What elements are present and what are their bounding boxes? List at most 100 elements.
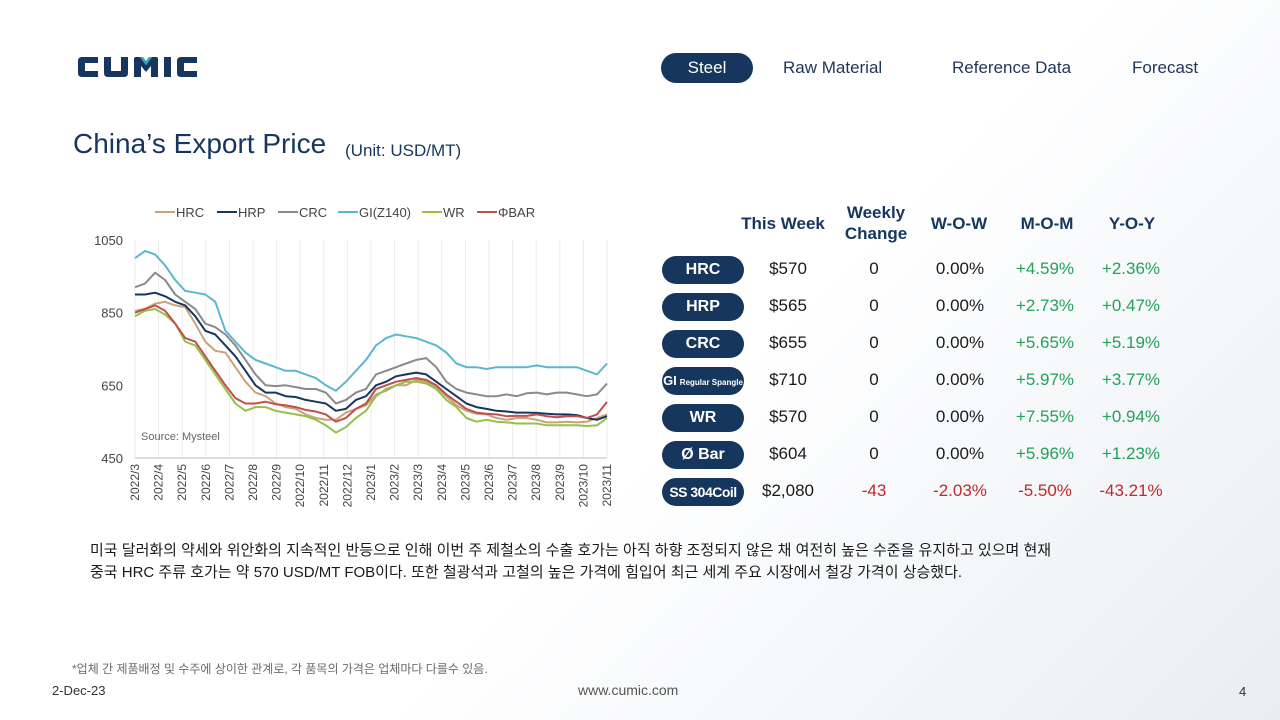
x-tick-label: 2022/3 xyxy=(128,464,142,501)
product-label: SS 304Coil xyxy=(662,478,744,506)
header-weekly-change-line2: Change xyxy=(844,224,908,243)
x-tick-label: 2023/1 xyxy=(364,464,378,501)
product-label: GI Regular Spangle xyxy=(662,367,744,395)
cell-wow: 0.00% xyxy=(935,370,985,389)
nav-tab-steel[interactable]: Steel xyxy=(661,53,753,83)
legend-label: ΦBAR xyxy=(498,205,535,220)
cell-mom: -5.50% xyxy=(1018,481,1072,500)
nav-tab-reference-data[interactable]: Reference Data xyxy=(952,58,1072,77)
cell-weekly-change: 0 xyxy=(869,444,879,463)
nav-tab-forecast[interactable]: Forecast xyxy=(1132,58,1199,77)
cell-price: $565 xyxy=(769,296,807,315)
header-mom: M-O-M xyxy=(1020,214,1074,233)
cell-mom: +5.65% xyxy=(1015,333,1075,352)
cell-wow: 0.00% xyxy=(935,333,985,352)
cell-weekly-change: 0 xyxy=(869,259,879,278)
x-tick-label: 2022/9 xyxy=(270,464,284,501)
cell-yoy: +0.94% xyxy=(1101,407,1161,426)
page-title: China’s Export Price xyxy=(73,128,327,159)
legend-label: GI(Z140) xyxy=(359,205,411,220)
cumic-logo[interactable] xyxy=(76,54,206,85)
cell-wow: 0.00% xyxy=(935,407,985,426)
cell-mom: +5.97% xyxy=(1015,370,1075,389)
series-line-wr xyxy=(134,308,608,434)
series-line-hrc xyxy=(134,300,608,424)
x-tick-label: 2023/2 xyxy=(388,464,402,501)
series-line--bar xyxy=(134,304,608,423)
product-name: Ø Bar xyxy=(681,446,725,463)
x-tick-label: 2022/8 xyxy=(246,464,260,501)
cell-wow: 0.00% xyxy=(935,296,985,315)
x-tick-label: 2023/6 xyxy=(482,464,496,501)
product-subtype: Regular Spangle xyxy=(679,378,743,387)
cell-yoy: +3.77% xyxy=(1101,370,1161,389)
market-commentary: 미국 달러화의 약세와 위안화의 지속적인 반등으로 인해 이번 주 제철소의 … xyxy=(90,540,1200,584)
product-name: CRC xyxy=(685,335,721,352)
x-tick-label: 2023/5 xyxy=(458,464,472,501)
x-tick-label: 2023/8 xyxy=(529,464,543,501)
cell-weekly-change: 0 xyxy=(869,407,879,426)
y-tick-label: 1050 xyxy=(94,233,123,248)
cell-yoy: +5.19% xyxy=(1101,333,1161,352)
cumic-logo-mark xyxy=(78,57,197,77)
cell-price: $710 xyxy=(769,370,807,389)
website-link[interactable]: www.cumic.com xyxy=(578,682,679,698)
x-tick-label: 2022/10 xyxy=(293,464,307,508)
cell-weekly-change: 0 xyxy=(869,370,879,389)
unit-label: (Unit: USD/MT) xyxy=(345,141,462,160)
y-tick-label: 650 xyxy=(101,378,123,393)
header-this-week: This Week xyxy=(741,214,825,233)
x-tick-label: 2023/4 xyxy=(435,464,449,501)
cell-mom: +7.55% xyxy=(1015,407,1075,426)
header-wow: W-O-W xyxy=(930,214,988,233)
x-tick-label: 2022/11 xyxy=(317,464,331,507)
product-label: HRP xyxy=(662,293,744,321)
header-weekly-change-line1: Weekly xyxy=(846,203,906,222)
top-nav: Steel Raw Material Reference Data Foreca… xyxy=(660,53,1220,83)
page-number: 4 xyxy=(1239,684,1247,699)
cell-mom: +4.59% xyxy=(1015,259,1075,278)
x-tick-label: 2022/4 xyxy=(152,464,166,501)
series-line-hrp xyxy=(135,291,608,421)
y-tick-label: 850 xyxy=(101,306,123,321)
x-tick-label: 2022/5 xyxy=(175,464,189,501)
x-tick-label: 2022/6 xyxy=(199,464,213,501)
cell-yoy: +0.47% xyxy=(1101,296,1161,315)
header-weekly-change: Weekly Change xyxy=(836,202,916,244)
series-line-crc xyxy=(134,271,608,405)
cell-yoy: -43.21% xyxy=(1099,481,1163,500)
product-label: WR xyxy=(662,404,744,432)
cell-wow: -2.03% xyxy=(933,481,987,500)
x-tick-label: 2023/10 xyxy=(576,464,590,508)
cell-yoy: +1.23% xyxy=(1101,444,1161,463)
cell-price: $604 xyxy=(769,444,807,463)
cell-price: $570 xyxy=(769,259,807,278)
product-name: SS 304Coil xyxy=(669,484,737,500)
cell-wow: 0.00% xyxy=(935,444,985,463)
cell-mom: +5.96% xyxy=(1015,444,1075,463)
commentary-line-2: 중국 HRC 주류 호가는 약 570 USD/MT FOB이다. 또한 철광석… xyxy=(90,564,963,581)
y-tick-label: 450 xyxy=(101,451,123,466)
export-price-chart: 450 650 850 1050 2022/3 2022/4 2022/5 2022/6 202… xyxy=(94,205,614,508)
footnote: *업체 간 제품배정 및 수주에 상이한 관계로, 각 품목의 가격은 업체마다… xyxy=(72,662,488,676)
product-name: HRP xyxy=(686,298,720,315)
cell-price: $2,080 xyxy=(762,481,814,500)
chart-source: Source: Mysteel xyxy=(141,431,220,443)
legend-label: CRC xyxy=(299,205,327,220)
report-date: 2-Dec-23 xyxy=(52,683,106,698)
x-tick-label: 2022/7 xyxy=(222,464,236,501)
x-tick-label: 2023/3 xyxy=(411,464,425,501)
cell-yoy: +2.36% xyxy=(1101,259,1161,278)
cell-weekly-change: -43 xyxy=(861,481,887,500)
cell-wow: 0.00% xyxy=(935,259,985,278)
product-label: HRC xyxy=(662,256,744,284)
cell-weekly-change: 0 xyxy=(869,333,879,352)
product-name: GI xyxy=(663,373,677,388)
nav-tab-raw-material[interactable]: Raw Material xyxy=(783,58,883,77)
x-tick-label: 2023/7 xyxy=(506,464,520,501)
legend-label: HRP xyxy=(238,205,265,220)
header-yoy: Y-O-Y xyxy=(1108,214,1156,233)
product-name: WR xyxy=(689,409,717,426)
legend-label: HRC xyxy=(176,205,204,220)
product-label: CRC xyxy=(662,330,744,358)
